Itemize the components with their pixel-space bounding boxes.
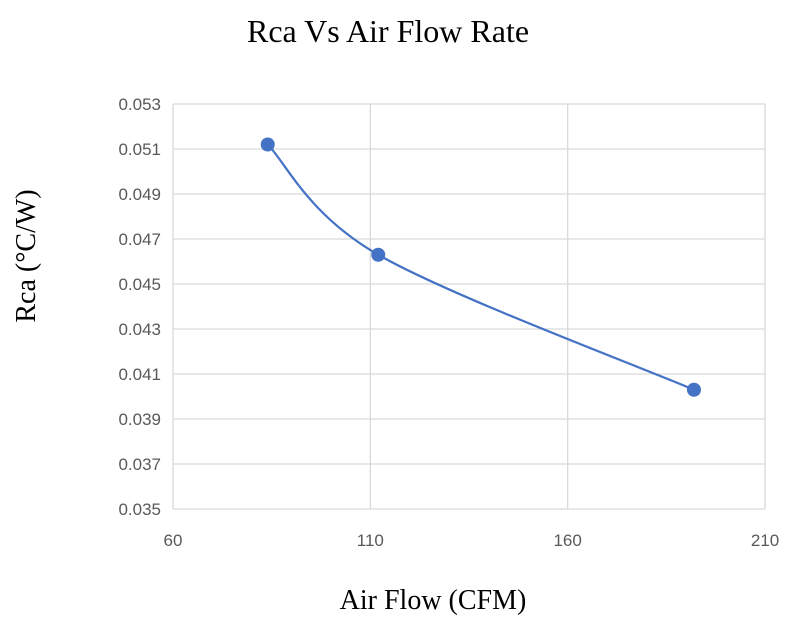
x-tick-label: 160 xyxy=(553,531,581,550)
y-axis-title: Rca (°C/W) xyxy=(11,189,42,322)
series-layer xyxy=(266,143,695,391)
x-axis-tick-labels: 60 110 160 210 xyxy=(164,531,780,550)
gridlines xyxy=(172,103,766,510)
y-tick-label: 0.039 xyxy=(118,410,161,429)
data-points xyxy=(260,137,701,397)
x-tick-label: 110 xyxy=(357,531,384,550)
data-point xyxy=(260,137,275,152)
data-point xyxy=(371,247,386,262)
y-tick-label: 0.043 xyxy=(118,320,161,339)
y-tick-label: 0.037 xyxy=(118,455,161,474)
x-axis-title: Air Flow (CFM) xyxy=(340,585,527,616)
x-tick-label: 210 xyxy=(751,531,779,550)
data-point xyxy=(686,382,701,397)
series-line xyxy=(266,143,695,391)
y-tick-label: 0.045 xyxy=(118,275,161,294)
x-tick-label: 60 xyxy=(164,531,183,550)
y-tick-label: 0.049 xyxy=(118,185,161,204)
y-tick-label: 0.051 xyxy=(118,140,161,159)
chart-title: Rca Vs Air Flow Rate xyxy=(247,13,529,49)
y-tick-label: 0.047 xyxy=(118,230,161,249)
y-tick-label: 0.035 xyxy=(118,500,161,519)
y-axis-tick-labels: 0.035 0.037 0.039 0.041 0.043 0.045 0.047 0.049… xyxy=(118,95,161,519)
y-tick-label: 0.053 xyxy=(118,95,161,114)
y-tick-label: 0.041 xyxy=(118,365,161,384)
